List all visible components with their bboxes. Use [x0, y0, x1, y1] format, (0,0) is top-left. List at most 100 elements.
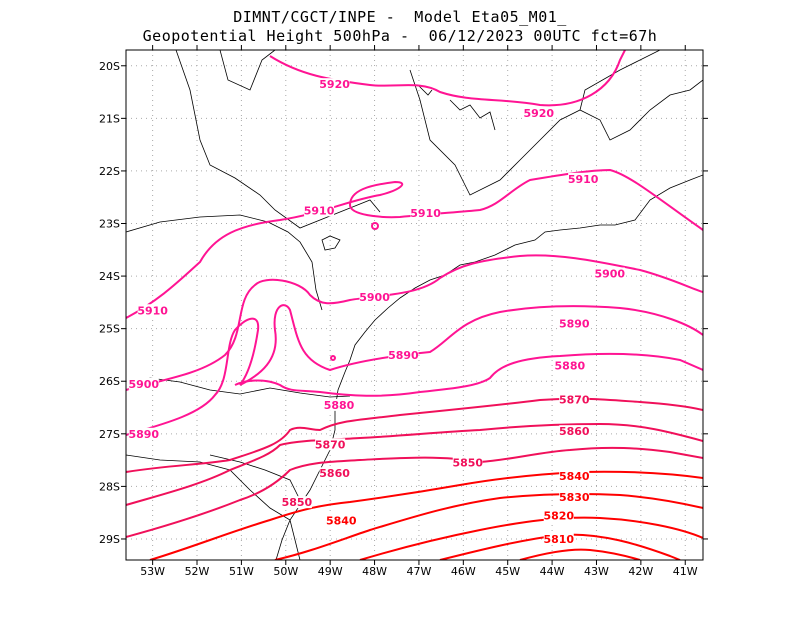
contour-label-bg [326, 514, 357, 527]
lon-tick-label: 53W [140, 565, 165, 578]
latitude-axis-labels: 20S 21S 22S 23S 24S 25S 26S 27S 28S 29S [99, 60, 120, 546]
contour-label-bg [559, 393, 590, 406]
contour-label-bg [137, 304, 168, 317]
lon-tick-label: 52W [185, 565, 210, 578]
contour-5910 [371, 222, 380, 230]
chart-title-line-2: Geopotential Height 500hPa - 06/12/2023 … [142, 27, 658, 45]
contour-label-bg [554, 359, 585, 372]
contour-label-bg [559, 425, 590, 438]
contour-label: 5890 [128, 428, 159, 441]
contour-label: 5910 [304, 204, 335, 217]
state-border [579, 50, 661, 111]
contour-label-bg [388, 348, 419, 361]
contour-label: 5840 [559, 470, 590, 483]
contour-5800 [519, 548, 641, 560]
lon-tick-label: 43W [584, 565, 609, 578]
chart-title-line-1: DIMNT/CGCT/INPE - Model Eta05_M01_ [233, 8, 567, 26]
contour-label: 5870 [559, 394, 590, 407]
state-border [409, 69, 703, 196]
lon-tick-label: 47W [407, 565, 432, 578]
contour-label-bg [543, 532, 574, 545]
lat-tick-label: 28S [99, 480, 120, 493]
lat-tick-label: 22S [99, 165, 120, 178]
contour-label: 5850 [452, 457, 483, 470]
lon-tick-label: 44W [540, 565, 565, 578]
coastline [275, 174, 703, 560]
contour-label: 5860 [319, 467, 350, 480]
contour-label: 5810 [543, 533, 574, 546]
lat-tick-label: 23S [99, 218, 120, 231]
contour-label-bg [594, 267, 625, 280]
lat-tick-label: 29S [99, 533, 120, 546]
contour-label-bg [359, 291, 390, 304]
lat-tick-label: 27S [99, 428, 120, 441]
contour-5820 [359, 516, 703, 560]
contour-label-bg [315, 438, 346, 451]
contour-label: 5900 [128, 378, 159, 391]
contour-5840 [149, 470, 703, 560]
contour-label: 5910 [137, 304, 168, 317]
lon-tick-label: 51W [229, 565, 254, 578]
contour-label: 5920 [319, 78, 350, 91]
contour-label: 5890 [559, 317, 590, 330]
contour-5850 [126, 446, 703, 538]
contour-label: 5850 [282, 496, 313, 509]
contour-5910 [126, 168, 703, 319]
contour-label: 5900 [594, 267, 625, 280]
state-border [126, 377, 351, 398]
contour-5860 [126, 422, 703, 506]
contour-5830 [274, 493, 703, 560]
contour-label-bg [559, 317, 590, 330]
contour-label: 5880 [324, 399, 355, 412]
state-border [126, 214, 323, 311]
contour-5890 [126, 304, 703, 436]
lat-tick-label: 20S [99, 60, 120, 73]
contour-label: 5880 [555, 359, 586, 372]
contour-label-bg [319, 78, 350, 91]
contour-label: 5860 [559, 425, 590, 438]
lat-tick-label: 25S [99, 323, 120, 336]
contour-labels: 5920 5920 5910 5910 5910 5910 5900 5900 5900 5890… [128, 78, 625, 546]
contour-5900 [126, 254, 703, 391]
contour-label-bg [559, 490, 590, 503]
contour-label-bg [543, 509, 574, 522]
axis-ticks [121, 45, 708, 565]
contour-label-bg [523, 107, 554, 120]
lat-tick-label: 24S [99, 270, 120, 283]
contour-label: 5820 [543, 509, 574, 522]
contour-label-bg [559, 469, 590, 482]
contour-label: 5910 [410, 207, 441, 220]
lat-tick-label: 21S [99, 112, 120, 125]
contour-label-bg [568, 172, 599, 185]
river [449, 99, 496, 131]
state-border [175, 50, 381, 229]
lake [321, 235, 341, 251]
contour-label-bg [128, 427, 159, 440]
lon-tick-label: 48W [362, 565, 387, 578]
river [417, 84, 433, 96]
contour-label-bg [281, 496, 312, 509]
contour-label: 5830 [559, 491, 590, 504]
lon-tick-label: 42W [628, 565, 653, 578]
lon-tick-label: 49W [318, 565, 343, 578]
contour-label-bg [304, 204, 335, 217]
lon-tick-label: 50W [273, 565, 298, 578]
contour-label: 5910 [568, 173, 599, 186]
state-border [126, 454, 301, 560]
height-contours [126, 50, 703, 560]
contour-label: 5890 [388, 349, 419, 362]
lon-tick-label: 41W [673, 565, 698, 578]
contour-5890 [330, 355, 337, 361]
lat-lon-grid [126, 50, 703, 560]
lon-tick-label: 46W [451, 565, 476, 578]
map-frame [125, 49, 704, 561]
contour-label-bg [452, 456, 483, 469]
state-border [219, 50, 276, 91]
lon-tick-label: 45W [495, 565, 520, 578]
coastline-and-borders [126, 50, 703, 560]
contour-label-bg [410, 206, 441, 219]
contour-label-bg [128, 377, 159, 390]
contour-label: 5840 [326, 515, 357, 528]
longitude-axis-labels: 53W 52W 51W 50W 49W 48W 47W 46W 45W 44W 43W 42W 41W [140, 565, 698, 578]
